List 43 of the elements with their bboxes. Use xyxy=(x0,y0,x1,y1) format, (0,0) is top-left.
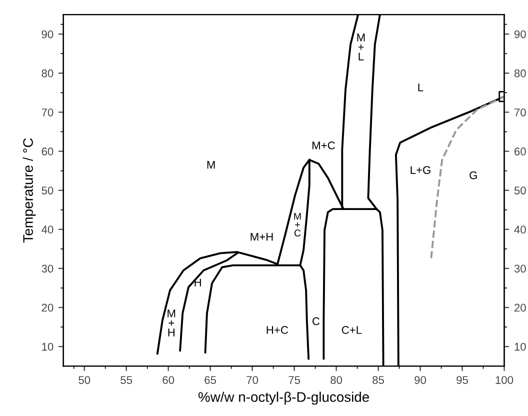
y-tick-label: 40 xyxy=(42,226,54,234)
x-tick-label: 65 xyxy=(204,376,216,384)
y-tick-label: 90 xyxy=(42,30,54,38)
y2-tick-label: 50 xyxy=(514,186,526,194)
annotation: C+L xyxy=(342,326,362,334)
y2-tick-label: 90 xyxy=(514,30,526,38)
x-tick-label: 75 xyxy=(288,376,300,384)
annotation: M + L xyxy=(357,34,365,60)
annotation: H+C xyxy=(266,326,288,334)
y-tick-label: 30 xyxy=(42,264,54,273)
x-axis-title: %w/w n-octyl-β-D-glucoside xyxy=(198,392,369,405)
y-axis-title: Temperature / °C xyxy=(22,138,36,243)
y-tick-label: 60 xyxy=(42,148,54,156)
y2-tick-label: 30 xyxy=(514,264,526,273)
annotation: M xyxy=(207,160,215,169)
x-tick-label: 90 xyxy=(414,376,426,384)
y-tick-label: 50 xyxy=(42,186,54,194)
x-tick-label: 95 xyxy=(456,376,468,384)
y2-tick-label: 10 xyxy=(514,342,526,351)
y-tick-label: 80 xyxy=(42,69,54,78)
y2-tick-label: 20 xyxy=(514,304,526,312)
annotation: G xyxy=(470,171,477,180)
x-tick-label: 100 xyxy=(496,376,514,384)
annotation: L xyxy=(418,84,424,92)
x-tick-label: 85 xyxy=(372,376,384,384)
annotation: M+C xyxy=(312,141,335,150)
x-tick-label: 70 xyxy=(246,376,258,384)
annotation: M+H xyxy=(250,233,273,241)
annotation: M + C xyxy=(294,212,301,236)
annotation: C xyxy=(312,317,320,326)
y2-tick-label: 80 xyxy=(514,69,526,78)
y-tick-label: 70 xyxy=(42,108,54,116)
annotation: M + H xyxy=(168,310,176,336)
x-tick-label: 50 xyxy=(78,376,90,384)
y2-tick-label: 40 xyxy=(514,226,526,234)
y-tick-label: 20 xyxy=(42,304,54,312)
y2-tick-label: 60 xyxy=(514,148,526,156)
x-tick-label: 55 xyxy=(120,376,132,384)
y2-tick-label: 70 xyxy=(514,108,526,116)
annotation: L+G xyxy=(410,166,430,174)
y-tick-label: 10 xyxy=(42,342,54,351)
x-tick-label: 60 xyxy=(162,376,174,384)
x-tick-label: 80 xyxy=(330,376,342,384)
